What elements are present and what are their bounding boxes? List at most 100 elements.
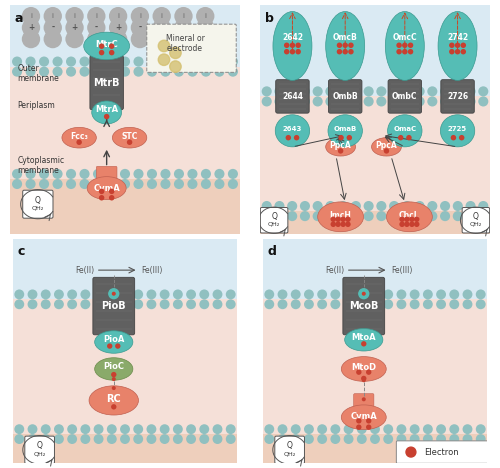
Circle shape — [345, 221, 350, 227]
Circle shape — [196, 30, 214, 48]
Text: Q: Q — [473, 212, 479, 221]
Circle shape — [376, 96, 386, 107]
Circle shape — [228, 169, 238, 179]
Circle shape — [107, 300, 117, 309]
Circle shape — [274, 86, 284, 96]
Circle shape — [106, 66, 117, 77]
Circle shape — [52, 57, 62, 66]
Circle shape — [408, 43, 414, 48]
Circle shape — [384, 289, 393, 300]
Circle shape — [291, 289, 300, 300]
Circle shape — [66, 179, 76, 189]
Circle shape — [28, 424, 38, 434]
Circle shape — [396, 49, 402, 54]
Circle shape — [338, 201, 348, 211]
Circle shape — [228, 57, 238, 66]
Circle shape — [338, 148, 344, 154]
Circle shape — [362, 397, 366, 402]
Circle shape — [44, 18, 62, 37]
FancyBboxPatch shape — [343, 278, 384, 335]
Circle shape — [160, 300, 170, 309]
Circle shape — [478, 201, 488, 211]
Circle shape — [410, 424, 420, 434]
Circle shape — [186, 300, 196, 309]
Circle shape — [120, 169, 130, 179]
Text: Fe(III): Fe(III) — [142, 266, 163, 275]
Circle shape — [396, 43, 402, 48]
Text: i: i — [160, 13, 162, 19]
Circle shape — [359, 289, 368, 299]
Circle shape — [462, 289, 472, 300]
Text: 2642: 2642 — [282, 33, 303, 42]
Text: Cytoplasmic
membrane: Cytoplasmic membrane — [17, 155, 64, 175]
Text: i: i — [139, 13, 141, 19]
Circle shape — [66, 57, 76, 66]
Circle shape — [300, 96, 310, 107]
Circle shape — [147, 57, 157, 66]
Circle shape — [376, 201, 386, 211]
Circle shape — [170, 47, 181, 58]
Ellipse shape — [92, 101, 122, 124]
Circle shape — [214, 57, 224, 66]
Circle shape — [287, 211, 297, 221]
Circle shape — [361, 376, 366, 381]
Text: b: b — [265, 12, 274, 24]
Circle shape — [436, 300, 446, 309]
Circle shape — [262, 96, 272, 107]
Text: +: + — [28, 23, 34, 32]
Circle shape — [120, 66, 130, 77]
Circle shape — [400, 221, 405, 227]
Circle shape — [436, 289, 446, 300]
Circle shape — [423, 434, 433, 444]
Circle shape — [173, 289, 183, 300]
Circle shape — [296, 49, 301, 54]
Circle shape — [212, 289, 222, 300]
Circle shape — [453, 201, 463, 211]
Circle shape — [80, 66, 90, 77]
Circle shape — [317, 434, 327, 444]
Ellipse shape — [87, 176, 126, 199]
Circle shape — [22, 30, 40, 48]
Circle shape — [174, 169, 184, 179]
Bar — [260, 5, 490, 96]
Ellipse shape — [94, 331, 133, 353]
Circle shape — [186, 424, 196, 434]
Circle shape — [449, 43, 454, 48]
Circle shape — [402, 86, 412, 96]
Ellipse shape — [342, 405, 386, 430]
Circle shape — [284, 49, 290, 54]
Text: Fe(II): Fe(II) — [325, 266, 344, 275]
Circle shape — [330, 434, 340, 444]
Circle shape — [326, 211, 336, 221]
Circle shape — [406, 135, 411, 140]
Text: RC: RC — [106, 394, 121, 404]
Text: i: i — [74, 13, 76, 19]
Circle shape — [410, 434, 420, 444]
Circle shape — [134, 424, 143, 434]
Text: QH₂: QH₂ — [284, 451, 296, 456]
Circle shape — [158, 40, 170, 51]
Circle shape — [28, 434, 38, 444]
Circle shape — [112, 386, 116, 390]
Ellipse shape — [112, 127, 147, 148]
Text: MtoD: MtoD — [351, 363, 376, 372]
Circle shape — [440, 86, 450, 96]
Circle shape — [226, 300, 235, 309]
Circle shape — [107, 424, 117, 434]
Circle shape — [147, 179, 157, 189]
Circle shape — [453, 86, 463, 96]
Circle shape — [106, 57, 117, 66]
Circle shape — [130, 7, 149, 25]
Circle shape — [41, 424, 50, 434]
Text: 2742: 2742 — [447, 33, 468, 42]
Text: 2643: 2643 — [283, 125, 302, 132]
Circle shape — [304, 424, 314, 434]
Circle shape — [188, 179, 198, 189]
Circle shape — [94, 289, 104, 300]
Text: CymA: CymA — [94, 183, 120, 193]
Circle shape — [455, 43, 460, 48]
Circle shape — [364, 86, 374, 96]
Text: McoB: McoB — [349, 301, 378, 311]
Circle shape — [134, 169, 143, 179]
Circle shape — [120, 300, 130, 309]
